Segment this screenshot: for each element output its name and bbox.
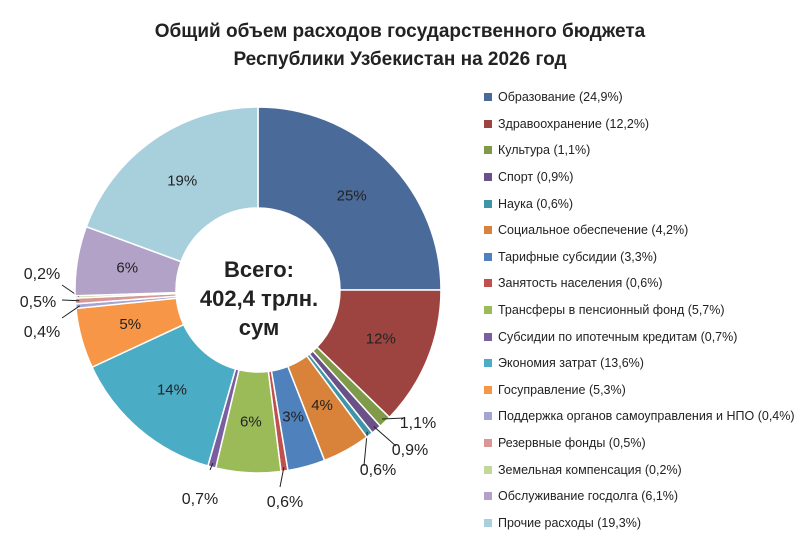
- legend-label: Госуправление (5,3%): [498, 382, 626, 397]
- legend-item: Образование (24,9%): [484, 84, 800, 111]
- leader-line-9: [209, 463, 214, 471]
- legend-swatch: [484, 226, 492, 235]
- data-label-10: 14%: [157, 382, 187, 399]
- legend-item: Занятость населения (0,6%): [484, 270, 800, 297]
- legend-swatch: [484, 279, 492, 288]
- legend-item: Земельная компенсация (0,2%): [484, 456, 800, 483]
- data-label-6: 3%: [282, 409, 304, 426]
- center-line-3: сум: [238, 315, 280, 340]
- legend-label: Занятость населения (0,6%): [498, 276, 663, 291]
- leader-line-12: [61, 305, 80, 319]
- data-label-3: 0,9%: [392, 442, 428, 459]
- legend-item: Социальное обеспечение (4,2%): [484, 217, 800, 244]
- legend-item: Экономия затрат (13,6%): [484, 350, 800, 377]
- legend-swatch: [484, 465, 492, 474]
- chart-legend: Образование (24,9%) Здравоохранение (12,2…: [484, 84, 800, 536]
- slice-0: [257, 106, 442, 291]
- legend-swatch: [484, 252, 492, 261]
- center-line-2: 402,4 трлн.: [199, 286, 319, 311]
- legend-label: Экономия затрат (13,6%): [498, 356, 644, 371]
- legend-swatch: [484, 119, 492, 128]
- legend-item: Резервные фонды (0,5%): [484, 430, 800, 457]
- data-label-9: 0,7%: [182, 491, 218, 508]
- legend-label: Резервные фонды (0,5%): [498, 436, 646, 451]
- legend-swatch: [484, 492, 492, 501]
- legend-label: Образование (24,9%): [498, 90, 623, 105]
- leader-line-7: [279, 467, 285, 488]
- chart-title: Общий объем расходов государственного бю…: [0, 18, 800, 74]
- legend-swatch: [484, 146, 492, 155]
- legend-label: Прочие расходы (19,3%): [498, 515, 641, 530]
- legend-label: Культура (1,1%): [498, 143, 591, 158]
- chart-title-line-2: Республики Узбекистан на 2026 год: [233, 49, 567, 70]
- leader-line-2: [382, 417, 405, 420]
- legend-item: Трансферы в пенсионный фонд (5,7%): [484, 297, 800, 324]
- data-label-11: 5%: [119, 316, 141, 333]
- center-line-1: Всего:: [224, 257, 294, 282]
- data-label-8: 6%: [240, 413, 262, 430]
- legend-item: Поддержка органов самоуправления и НПО (…: [484, 403, 800, 430]
- legend-swatch: [484, 93, 492, 102]
- legend-item: Наука (0,6%): [484, 190, 800, 217]
- legend-item: Обслуживание госдолга (6,1%): [484, 483, 800, 510]
- data-label-7: 0,6%: [267, 494, 303, 511]
- legend-swatch: [484, 173, 492, 182]
- slice-16: [85, 106, 259, 263]
- legend-label: Здравоохранение (12,2%): [498, 116, 650, 131]
- legend-item: Спорт (0,9%): [484, 164, 800, 191]
- data-label-13: 0,5%: [20, 294, 56, 311]
- legend-item: Прочие расходы (19,3%): [484, 510, 800, 537]
- legend-swatch: [484, 199, 492, 208]
- legend-swatch: [484, 412, 492, 421]
- legend-swatch: [484, 332, 492, 341]
- data-label-4: 0,6%: [360, 462, 396, 479]
- data-label-15: 6%: [116, 260, 138, 277]
- leader-line-3: [373, 426, 397, 447]
- legend-label: Социальное обеспечение (4,2%): [498, 223, 689, 238]
- legend-label: Обслуживание госдолга (6,1%): [498, 489, 679, 504]
- legend-item: Здравоохранение (12,2%): [484, 111, 800, 138]
- legend-label: Земельная компенсация (0,2%): [498, 462, 682, 477]
- legend-swatch: [484, 359, 492, 368]
- data-label-16: 19%: [167, 172, 197, 189]
- donut-center-total: Всего: 402,4 трлн. сум: [189, 255, 329, 342]
- data-label-2: 1,1%: [400, 415, 436, 432]
- legend-item: Госуправление (5,3%): [484, 377, 800, 404]
- data-label-12: 0,4%: [24, 324, 60, 341]
- data-label-14: 0,2%: [24, 266, 60, 283]
- chart-title-line-1: Общий объем расходов государственного бю…: [154, 21, 646, 42]
- legend-item: Культура (1,1%): [484, 137, 800, 164]
- legend-swatch: [484, 518, 492, 527]
- leader-line-13: [61, 299, 80, 302]
- data-label-1: 12%: [366, 331, 396, 348]
- legend-label: Трансферы в пенсионный фонд (5,7%): [498, 303, 725, 318]
- data-label-5: 4%: [311, 397, 333, 414]
- legend-label: Наука (0,6%): [498, 196, 574, 211]
- legend-swatch: [484, 306, 492, 315]
- legend-label: Субсидии по ипотечным кредитам (0,7%): [498, 329, 738, 344]
- legend-swatch: [484, 439, 492, 448]
- donut-hole: [177, 209, 339, 371]
- legend-swatch: [484, 385, 492, 394]
- legend-item: Тарифные субсидии (3,3%): [484, 244, 800, 271]
- legend-item: Субсидии по ипотечным кредитам (0,7%): [484, 323, 800, 350]
- legend-label: Спорт (0,9%): [498, 170, 574, 185]
- data-label-0: 25%: [337, 187, 367, 204]
- legend-label: Поддержка органов самоуправления и НПО (…: [498, 409, 795, 424]
- legend-label: Тарифные субсидии (3,3%): [498, 249, 657, 264]
